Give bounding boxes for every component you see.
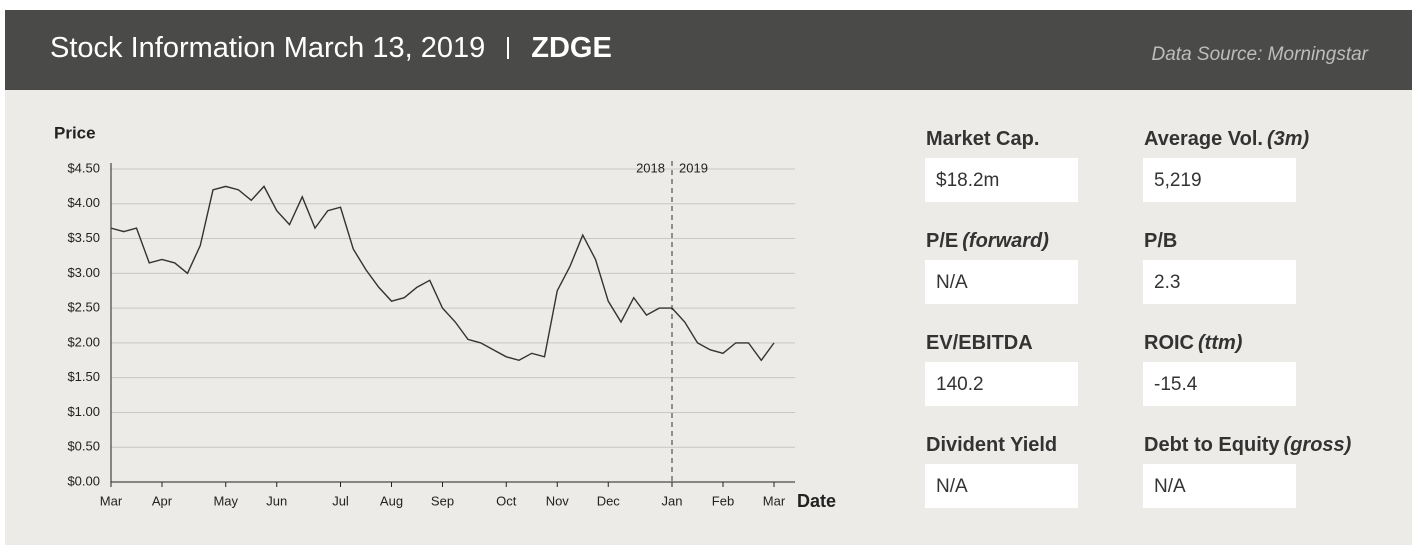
metric-qualifier: (gross) xyxy=(1283,434,1352,456)
metric-name: Divident Yield xyxy=(926,434,1058,456)
metric-label: EV/EBITDA xyxy=(926,332,1033,355)
metric-name: P/B xyxy=(1144,230,1178,252)
x-tick-label: Aug xyxy=(380,493,403,508)
metric-label: P/B xyxy=(1144,230,1177,253)
annotation: 2019 xyxy=(679,160,708,175)
y-tick-label: $0.50 xyxy=(67,439,100,454)
y-tick-label: $2.00 xyxy=(67,334,100,349)
x-tick-label: Nov xyxy=(546,493,570,508)
metric-value: 140.2 xyxy=(925,362,1078,406)
ticker: ZDGE xyxy=(531,32,612,64)
separator xyxy=(507,37,510,59)
metric-label: Average Vol. (3m) xyxy=(1144,128,1309,151)
y-axis-label: Price xyxy=(54,123,96,142)
x-tick-label: Mar xyxy=(100,493,123,508)
metric-name: Debt to Equity xyxy=(1144,434,1280,456)
x-axis-label: Date xyxy=(797,491,836,511)
metric-qualifier: (3m) xyxy=(1266,128,1310,150)
metric-value: 2.3 xyxy=(1143,260,1296,304)
metric-qualifier: (forward) xyxy=(962,230,1049,252)
y-tick-label: $1.00 xyxy=(67,404,100,419)
y-tick-label: $3.00 xyxy=(67,265,100,280)
y-tick-label: $0.00 xyxy=(67,473,100,488)
x-tick-label: Mar xyxy=(763,493,786,508)
metric-name: EV/EBITDA xyxy=(926,332,1033,354)
x-tick-label: Oct xyxy=(496,493,517,508)
metric-name: Market Cap. xyxy=(926,128,1040,150)
metric-label: ROIC (ttm) xyxy=(1144,332,1242,355)
x-tick-label: Apr xyxy=(152,493,173,508)
header: Stock Information March 13, 2019 ZDGE Dat… xyxy=(5,10,1412,90)
metric-value: N/A xyxy=(925,260,1078,304)
header-title: Stock Information March 13, 2019 ZDGE xyxy=(50,32,612,65)
source: Data Source: Morningstar xyxy=(1151,44,1369,65)
metric-value: $18.2m xyxy=(925,158,1078,202)
x-tick-label: Sep xyxy=(431,493,454,508)
metric-value: -15.4 xyxy=(1143,362,1296,406)
annotation: 2018 xyxy=(636,160,665,175)
metric-label: Debt to Equity (gross) xyxy=(1144,434,1351,457)
x-tick-label: Jun xyxy=(266,493,287,508)
metric-name: Average Vol. xyxy=(1144,128,1263,150)
x-tick-label: May xyxy=(213,493,238,508)
x-tick-label: Dec xyxy=(597,493,621,508)
y-tick-label: $2.50 xyxy=(67,300,100,315)
metric-label: Market Cap. xyxy=(926,128,1039,151)
metric-value: N/A xyxy=(1143,464,1296,508)
metric-name: P/E xyxy=(926,230,959,252)
price-line xyxy=(110,185,775,362)
metric-name: ROIC xyxy=(1144,332,1194,354)
metric-label: Divident Yield xyxy=(926,434,1057,457)
y-tick-label: $1.50 xyxy=(67,369,100,384)
y-tick-label: $4.50 xyxy=(67,160,100,175)
metric-qualifier: (ttm) xyxy=(1198,332,1243,354)
x-tick-label: Jan xyxy=(662,493,683,508)
metric-label: P/E (forward) xyxy=(926,230,1049,253)
x-tick-label: Jul xyxy=(332,493,349,508)
metric-value: 5,219 xyxy=(1143,158,1296,202)
y-tick-label: $3.50 xyxy=(67,230,100,245)
title-text: Stock Information March 13, 2019 xyxy=(50,32,486,64)
metric-value: N/A xyxy=(925,464,1078,508)
x-tick-label: Feb xyxy=(712,493,734,508)
y-tick-label: $4.00 xyxy=(67,195,100,210)
